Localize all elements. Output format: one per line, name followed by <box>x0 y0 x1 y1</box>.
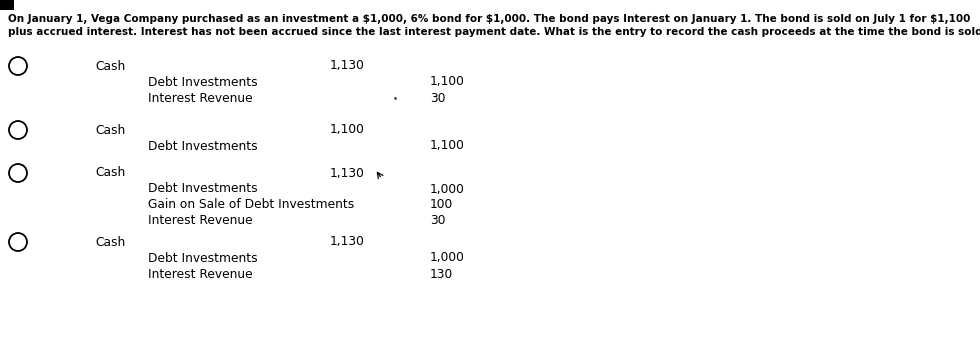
Text: 1,100: 1,100 <box>330 123 365 137</box>
Text: 1,100: 1,100 <box>430 75 465 88</box>
Text: Interest Revenue: Interest Revenue <box>148 92 253 105</box>
Text: Debt Investments: Debt Investments <box>148 140 258 152</box>
Text: 1,000: 1,000 <box>430 183 465 195</box>
Text: 100: 100 <box>430 198 454 212</box>
Text: Gain on Sale of Debt Investments: Gain on Sale of Debt Investments <box>148 198 354 212</box>
Text: Debt Investments: Debt Investments <box>148 251 258 265</box>
Text: Debt Investments: Debt Investments <box>148 75 258 88</box>
Text: Interest Revenue: Interest Revenue <box>148 215 253 227</box>
Text: 130: 130 <box>430 268 454 280</box>
Text: 1,130: 1,130 <box>330 236 365 248</box>
FancyBboxPatch shape <box>0 0 14 10</box>
Text: 1,130: 1,130 <box>330 60 365 73</box>
Text: Cash: Cash <box>95 236 125 248</box>
Text: 30: 30 <box>430 92 446 105</box>
Text: Cash: Cash <box>95 123 125 137</box>
Text: Cash: Cash <box>95 166 125 180</box>
Text: Cash: Cash <box>95 60 125 73</box>
Text: 1,130: 1,130 <box>330 166 365 180</box>
Text: Debt Investments: Debt Investments <box>148 183 258 195</box>
Text: On January 1, Vega Company purchased as an investment a $1,000, 6% bond for $1,0: On January 1, Vega Company purchased as … <box>8 14 970 24</box>
Text: Interest Revenue: Interest Revenue <box>148 268 253 280</box>
Text: 1,000: 1,000 <box>430 251 465 265</box>
Text: plus accrued interest. Interest has not been accrued since the last interest pay: plus accrued interest. Interest has not … <box>8 27 980 37</box>
Text: 1,100: 1,100 <box>430 140 465 152</box>
Text: 30: 30 <box>430 215 446 227</box>
